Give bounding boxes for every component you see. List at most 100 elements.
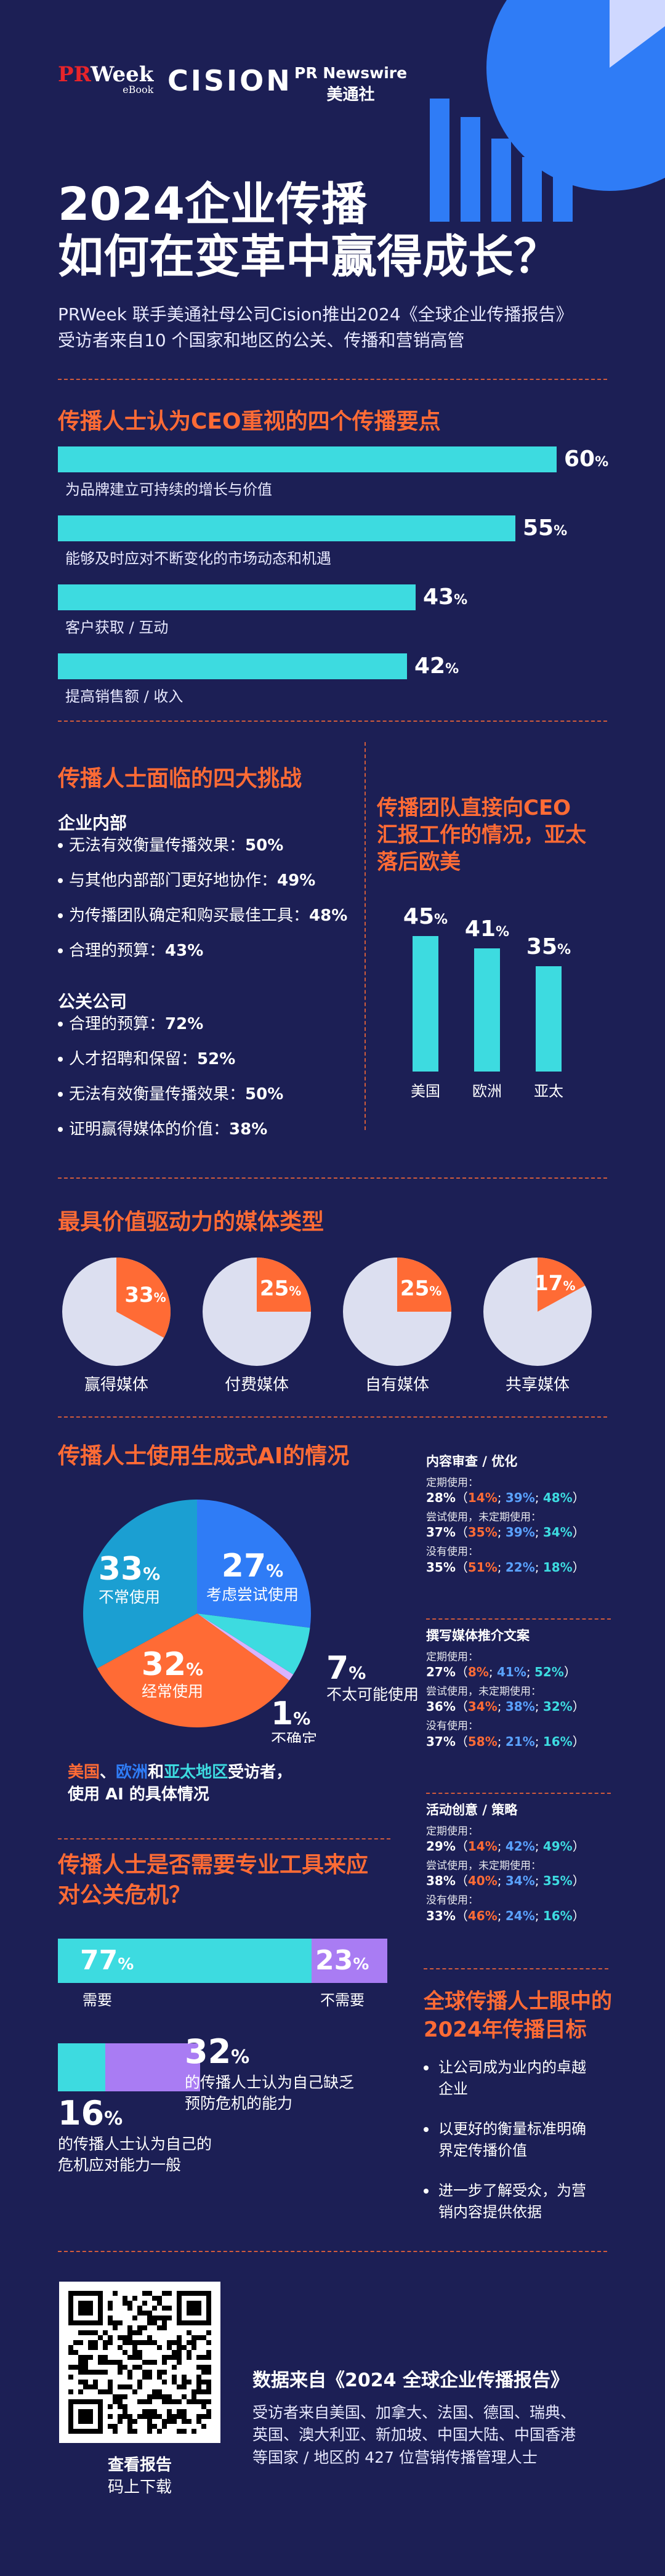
qr-module: [123, 2296, 127, 2301]
ai-detail-apac: 35%: [542, 1873, 573, 1889]
qr-module: [196, 2365, 201, 2370]
bullet-icon: [58, 913, 63, 918]
bar: [58, 446, 557, 472]
deco-wedge: [610, 0, 665, 68]
qr-module: [113, 2399, 118, 2404]
qr-module: [201, 2399, 206, 2404]
qr-module: [137, 2399, 142, 2404]
qr-module: [93, 2370, 98, 2375]
need-segment: [58, 1939, 312, 1983]
qr-module: [108, 2380, 113, 2384]
qr-module: [123, 2404, 127, 2409]
qr-module: [83, 2360, 88, 2365]
qr-module: [147, 2340, 152, 2345]
qr-module: [177, 2399, 182, 2404]
list-item: 证明赢得媒体的价值：38%: [58, 1121, 267, 1137]
qr-module: [78, 2389, 83, 2394]
qr-module: [177, 2429, 182, 2434]
qr-module: [137, 2355, 142, 2360]
bar-value-unit: %: [445, 661, 459, 677]
sep: ;: [534, 1559, 543, 1575]
vbar-value: 45%: [400, 904, 451, 929]
list-item-text: 无法有效衡量传播效果：50%: [69, 1086, 283, 1102]
qr-module: [147, 2360, 152, 2365]
vbar-value-num: 35: [526, 934, 558, 959]
qr-module: [147, 2429, 152, 2434]
qr-module: [182, 2380, 187, 2384]
goals-title: 全球传播人士眼中的 2024年传播目标: [424, 1989, 612, 2042]
list-item-text: 人才招聘和保留：52%: [69, 1051, 235, 1067]
qr-module: [127, 2429, 132, 2434]
list-item-text: 与其他内部部门更好地协作：49%: [69, 873, 315, 889]
ai-detail-apac: 16%: [542, 1908, 573, 1923]
qr-module: [108, 2384, 113, 2389]
ai-detail-us: 14%: [467, 1490, 498, 1506]
qr-module: [123, 2409, 127, 2414]
qr-module: [206, 2370, 211, 2375]
qr-module: [206, 2409, 211, 2414]
vbar-value-unit: %: [496, 924, 510, 940]
ai-pie-slice: [197, 1613, 310, 1675]
list-item-label: 无法有效衡量传播效果：: [69, 836, 246, 855]
divider: [58, 1416, 607, 1418]
goal-line: 界定传播价值: [438, 2141, 527, 2159]
ai-slice-label: 不常使用: [99, 1588, 160, 1606]
deco-bar: [430, 99, 449, 222]
qr-module: [187, 2340, 191, 2345]
qr-module: [177, 2340, 182, 2345]
ai-slice-label: 考虑尝试使用: [206, 1586, 299, 1604]
qr-module: [113, 2291, 118, 2296]
ai-detail-values: 35%（51%; 22%; 18%）: [426, 1559, 623, 1575]
ai-usage-title: 传播人士使用生成式AI的情况: [58, 1443, 350, 1469]
bar-value-num: 42: [414, 653, 446, 679]
qr-module: [132, 2389, 137, 2394]
qr-module: [108, 2404, 113, 2409]
pie-label: 自有媒体: [365, 1376, 429, 1394]
sep: ;: [488, 1665, 497, 1680]
paren: ）: [572, 1873, 585, 1889]
need-value: 77%: [80, 1945, 134, 1976]
qr-module: [191, 2335, 196, 2340]
qr-module: [196, 2389, 201, 2394]
qr-module: [147, 2291, 152, 2296]
bar-value-num: 55: [523, 515, 554, 541]
source-block: 数据来自《2024 全球企业传播报告》 受访者来自美国、加拿大、法国、德国、瑞典…: [252, 2370, 576, 2466]
qr-code[interactable]: [59, 2282, 220, 2443]
qr-module: [196, 2399, 201, 2404]
ai-detail-values: 37%（58%; 21%; 16%）: [426, 1734, 623, 1750]
qr-module: [152, 2424, 157, 2429]
qr-module: [118, 2365, 123, 2370]
ai-detail-us: 40%: [467, 1873, 498, 1889]
qr-module: [162, 2360, 167, 2365]
qr-module: [152, 2389, 157, 2394]
qr-module: [152, 2414, 157, 2419]
qr-module: [108, 2360, 113, 2365]
prweek-logo: PRWeek eBook: [58, 62, 154, 95]
paren: （: [455, 1525, 468, 1540]
pie-value-num: 33: [124, 1283, 153, 1307]
pie-slice: [257, 1258, 311, 1312]
bar-value: 43%: [423, 584, 467, 610]
ai-slice-value: 33%: [99, 1551, 160, 1588]
qr-module: [152, 2296, 157, 2301]
bar-value-num: 60: [564, 446, 595, 472]
weak-segment: [58, 2043, 105, 2091]
vbar-value: 41%: [462, 916, 512, 942]
qr-module: [142, 2375, 147, 2380]
qr-module: [68, 2345, 73, 2350]
qr-module: [118, 2320, 123, 2325]
ai-detail-title: 撰写媒体推介文案: [426, 1628, 530, 1643]
bar-row: 55% 能够及时应对不断变化的市场动态和机遇: [58, 515, 612, 577]
qr-finder: [78, 2301, 93, 2316]
qr-module: [127, 2301, 132, 2306]
qr-module: [177, 2345, 182, 2350]
qr-module: [172, 2350, 177, 2355]
qr-caption: 查看报告 码上下载: [107, 2456, 172, 2497]
page-title: 2024企业传播 如何在变革中赢得成长？: [58, 178, 559, 284]
ai-detail-values: 29%（14%; 42%; 49%）: [426, 1838, 623, 1854]
lack-stat: 32% 的传播人士认为自己缺乏 预防危机的能力: [185, 2032, 355, 2112]
qr-module: [196, 2355, 201, 2360]
qr-module: [118, 2394, 123, 2399]
qr-module: [98, 2360, 103, 2365]
ai-slice-num: 27: [222, 1548, 266, 1585]
